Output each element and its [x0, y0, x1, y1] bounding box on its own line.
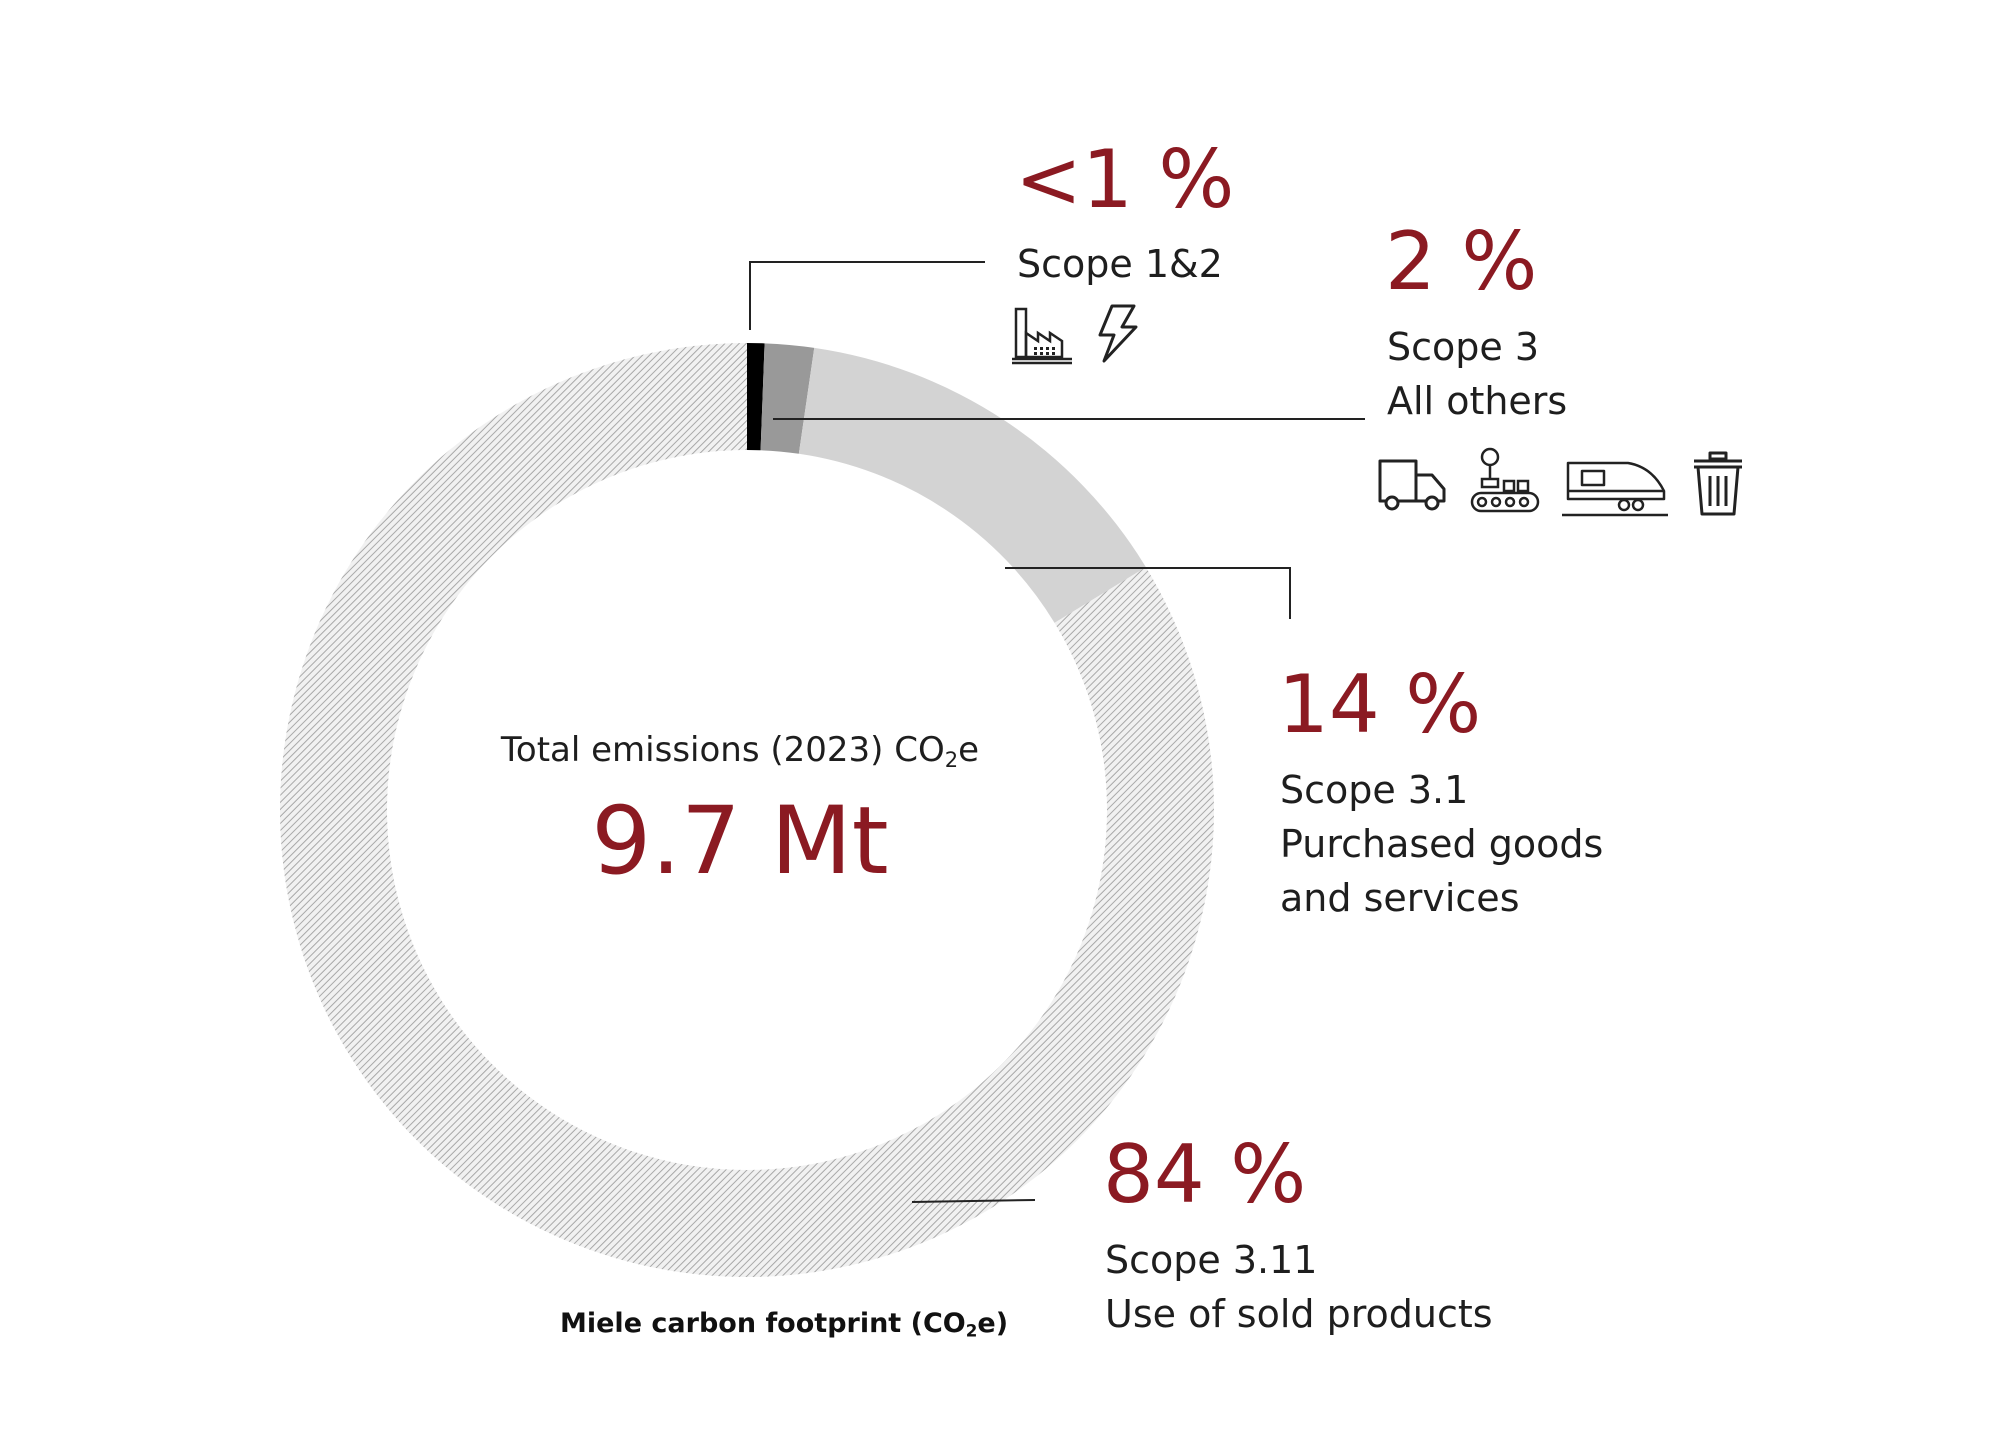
chart-caption: Miele carbon footprint (CO2e) — [560, 1308, 1009, 1341]
factory-icon — [1012, 307, 1072, 365]
scope31-percent: 14 % — [1278, 658, 1482, 751]
segment-scope31 — [798, 347, 1146, 623]
center-caption: Total emissions (2023) CO2e — [500, 730, 980, 772]
leader-lines — [749, 261, 1365, 1203]
conveyor-robot-icon — [1470, 447, 1540, 513]
scope31-label-line3: and services — [1280, 876, 1520, 920]
leader-line-scope12 — [749, 261, 985, 330]
scope3-other-label-line1: Scope 3 — [1387, 325, 1540, 369]
scope3-other-label-line2: All others — [1387, 379, 1568, 423]
scope311-percent: 84 % — [1103, 1128, 1307, 1221]
scope12-percent: <1 % — [1015, 133, 1235, 226]
scope31-label-line2: Purchased goods — [1280, 822, 1604, 866]
leader-line-scope31 — [1005, 567, 1291, 619]
scope311-label-line2: Use of sold products — [1105, 1292, 1493, 1336]
truck-icon — [1378, 459, 1446, 511]
scope12-label: Scope 1&2 — [1017, 242, 1223, 286]
center-total-value: 9.7 Mt — [591, 787, 889, 896]
scope31-label-line1: Scope 3.1 — [1280, 768, 1469, 812]
segment-scope12 — [747, 343, 765, 451]
leader-line-scope311 — [911, 1199, 1036, 1203]
segment-scope3-other — [760, 343, 815, 454]
lightning-icon — [1098, 304, 1138, 363]
scope311-label-line1: Scope 3.11 — [1105, 1238, 1318, 1282]
trash-icon — [1694, 451, 1742, 516]
donut-segments — [279, 343, 1214, 1277]
train-icon — [1562, 461, 1668, 517]
scope3-other-percent: 2 % — [1385, 215, 1538, 308]
